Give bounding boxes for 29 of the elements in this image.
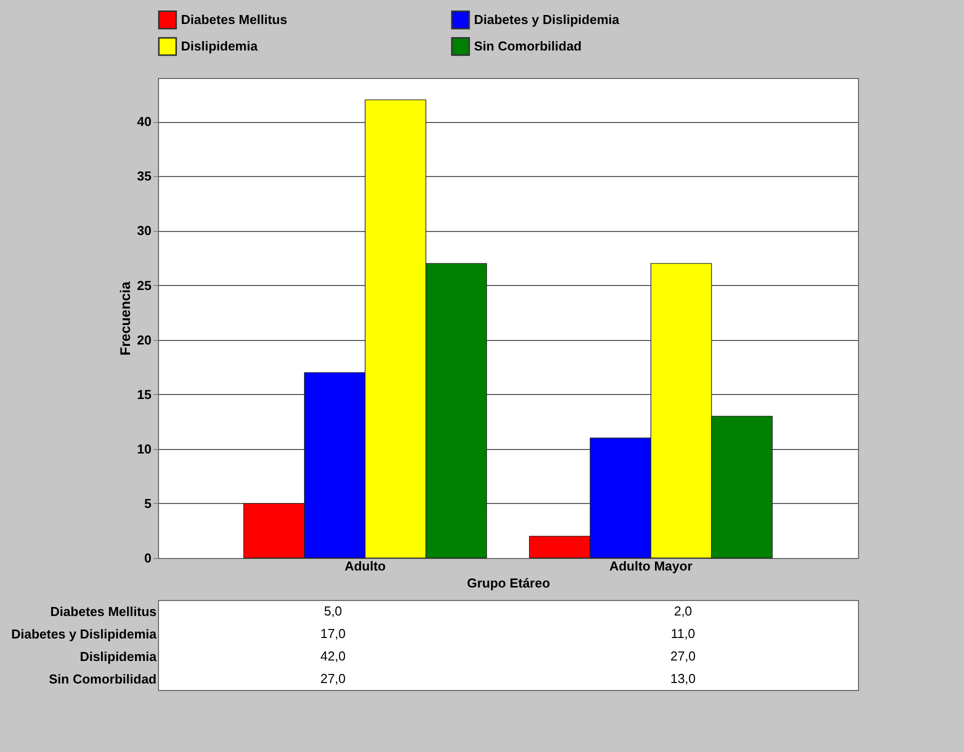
y-tick-label: 40 [137,114,152,130]
text: Sin Comorbilidad [48,671,156,686]
data-label: 2,0 [674,603,692,618]
legend-label: Dislipidemia [181,38,258,54]
data-label: 17,0 [320,626,346,641]
x-axis-title: Grupo Etáreo [466,576,550,590]
text: Diabetes y Dislipidemia [11,626,156,642]
y-tick-label: 35 [137,168,152,184]
y-tick-label: 25 [137,278,152,293]
data-label: 5,0 [324,603,342,618]
legend-label: Sin Comorbilidad [474,38,582,54]
y-tick-label: 0 [144,550,152,566]
y-tick-label: 15 [137,386,152,402]
x-tick-label: Adulto Mayor [609,558,692,574]
data-label: 11,0 [670,626,696,641]
x-tick-label: Adulto [344,558,386,574]
y-tick-label: 20 [137,332,152,348]
legend-label: Diabetes y Dislipidemia [474,12,620,27]
text: Diabetes Mellitus [50,604,156,619]
data-label: 13,0 [670,670,696,686]
text: Dislipidemia [80,648,156,664]
data-label: 27,0 [320,670,346,686]
y-tick-label: 10 [137,441,152,456]
data-label: 27,0 [670,648,696,664]
y-axis-title: Frecuencia [117,281,134,356]
y-tick-label: 30 [137,223,152,238]
data-label: 42,0 [320,648,346,664]
legend-label: Diabetes Mellitus [181,12,288,27]
y-tick-label: 5 [144,496,152,511]
